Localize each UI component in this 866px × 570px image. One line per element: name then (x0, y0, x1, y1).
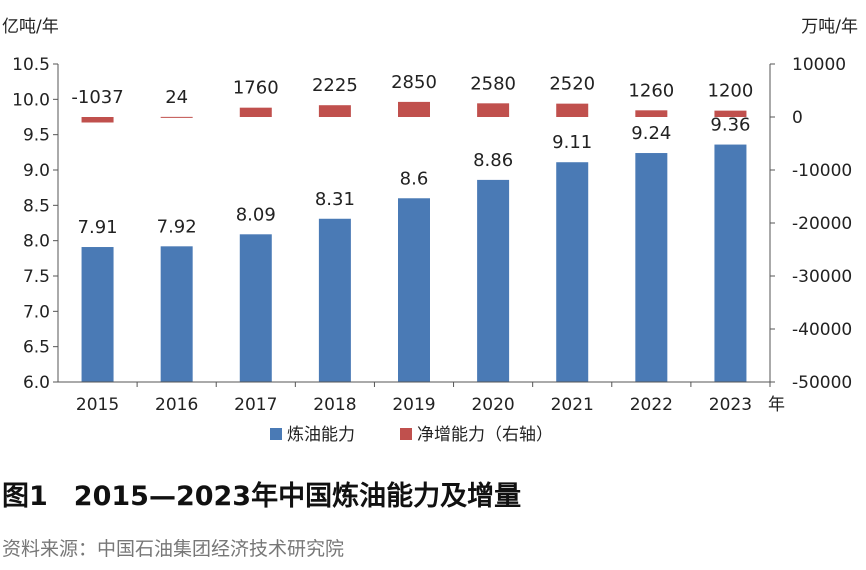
left-tick-label: 9.5 (23, 126, 50, 146)
capacity-bar-label: 7.92 (157, 216, 197, 237)
capacity-bar-label: 8.31 (315, 189, 355, 210)
right-tick-label: -10000 (792, 161, 852, 181)
x-tick-label: 2015 (76, 395, 119, 415)
left-tick-label: 9.0 (23, 161, 50, 181)
x-tick-label: 2016 (155, 395, 198, 415)
right-tick-label: -40000 (792, 320, 852, 340)
left-tick-label: 10.5 (12, 55, 50, 75)
x-tick-label: 2020 (471, 395, 514, 415)
increase-bar (398, 101, 430, 117)
increase-bar (477, 103, 510, 117)
plot-area: 7.91 -1037 7.92 24 8.09 1760 8.31 2225 8.6 2850 8.… (71, 72, 753, 382)
source-note: 资料来源：中国石油集团经济技术研究院 (2, 538, 345, 560)
increase-bar-label: 2520 (549, 74, 595, 95)
right-tick-label: -50000 (792, 373, 852, 393)
left-tick-label: 8.0 (23, 232, 50, 252)
capacity-bar-label: 7.91 (78, 217, 118, 238)
legend-label-capacity: 炼油能力 (287, 425, 355, 445)
capacity-bar (477, 179, 510, 382)
figure-number: 图1 (2, 481, 48, 512)
left-tick-label: 10.0 (12, 90, 50, 110)
right-tick-label: 0 (792, 108, 803, 128)
increase-bar (556, 103, 589, 117)
x-tick-label: 2018 (313, 395, 356, 415)
increase-bar-label: 1760 (233, 78, 279, 99)
capacity-bar (714, 144, 747, 382)
chart: 亿吨/年 6.0 6.5 7.0 7.5 8.0 8.5 9.0 9.5 10.0 10.5 万吨/… (2, 17, 858, 445)
left-tick-label: 7.0 (23, 302, 50, 322)
capacity-bar (160, 246, 193, 382)
legend-label-increase: 净增能力（右轴） (417, 425, 553, 445)
right-tick-label: 10000 (792, 55, 846, 75)
x-axis: 2015 2016 2017 2018 2019 2020 2021 2022 2023 年 (58, 381, 785, 415)
increase-bar (239, 107, 272, 117)
increase-bar-label: 2580 (470, 73, 516, 94)
x-tick-label: 2022 (630, 395, 673, 415)
figure-caption: 图1 2015—2023年中国炼油能力及增量 (2, 474, 521, 513)
increase-bar (714, 110, 747, 117)
increase-bar (160, 116, 193, 118)
x-axis-unit: 年 (768, 395, 785, 415)
legend: 炼油能力 净增能力（右轴） (270, 425, 553, 445)
x-tick-label: 2019 (392, 395, 435, 415)
capacity-bar (556, 162, 589, 382)
increase-bar-label: 1260 (628, 80, 674, 101)
increase-bar (318, 105, 351, 117)
right-axis: 万吨/年 10000 0 -10000 -20000 -30000 -40000 -50000 (769, 17, 858, 393)
capacity-bar (81, 247, 114, 382)
capacity-bar (239, 234, 272, 382)
right-tick-label: -20000 (792, 214, 852, 234)
left-tick-label: 8.5 (23, 196, 50, 216)
left-tick-label: 6.5 (23, 338, 50, 358)
left-axis-unit: 亿吨/年 (2, 17, 59, 37)
figure-title: 2015—2023年中国炼油能力及增量 (73, 481, 522, 512)
capacity-bar (318, 218, 351, 382)
increase-bar-label: 24 (165, 87, 188, 108)
legend-swatch-increase (400, 428, 412, 440)
legend-swatch-capacity (270, 428, 282, 440)
increase-bar (81, 117, 114, 123)
capacity-bar-label: 8.86 (473, 150, 513, 171)
capacity-bar (398, 198, 430, 382)
capacity-bar-label: 8.09 (236, 204, 276, 225)
left-tick-label: 7.5 (23, 267, 50, 287)
increase-bar-label: 2225 (312, 75, 358, 96)
left-tick-label: 6.0 (23, 373, 50, 393)
increase-bar-label: 1200 (708, 81, 754, 102)
increase-bar-label: -1037 (71, 87, 123, 108)
capacity-bar-label: 8.6 (400, 168, 429, 189)
capacity-bar-label: 9.11 (552, 132, 592, 153)
capacity-bar-label: 9.36 (710, 115, 750, 136)
left-axis: 亿吨/年 6.0 6.5 7.0 7.5 8.0 8.5 9.0 9.5 10.0 10.5 (2, 17, 59, 393)
right-tick-label: -30000 (792, 267, 852, 287)
capacity-bar (635, 153, 668, 382)
increase-bar (635, 110, 668, 117)
x-tick-label: 2023 (709, 395, 752, 415)
right-axis-unit: 万吨/年 (801, 17, 858, 37)
x-tick-label: 2017 (234, 395, 277, 415)
capacity-bar-label: 9.24 (631, 123, 671, 144)
increase-bar-label: 2850 (391, 72, 437, 93)
x-tick-label: 2021 (551, 395, 594, 415)
